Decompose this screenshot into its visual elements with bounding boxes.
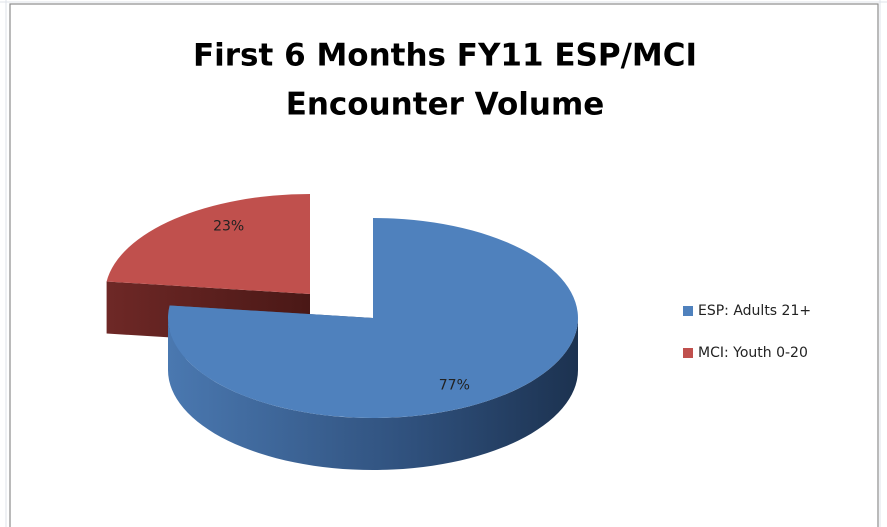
slice-side bbox=[168, 318, 578, 470]
chart-title: First 6 Months FY11 ESP/MCI bbox=[193, 38, 697, 74]
data-label: 23% bbox=[213, 218, 244, 234]
data-label: 77% bbox=[439, 378, 470, 394]
chart-title: Encounter Volume bbox=[286, 87, 605, 123]
legend-swatch bbox=[683, 306, 693, 316]
legend-label: MCI: Youth 0-20 bbox=[698, 345, 808, 361]
legend-swatch bbox=[683, 348, 693, 358]
slice bbox=[106, 194, 310, 294]
slice bbox=[167, 218, 578, 418]
legend-label: ESP: Adults 21+ bbox=[698, 303, 811, 319]
